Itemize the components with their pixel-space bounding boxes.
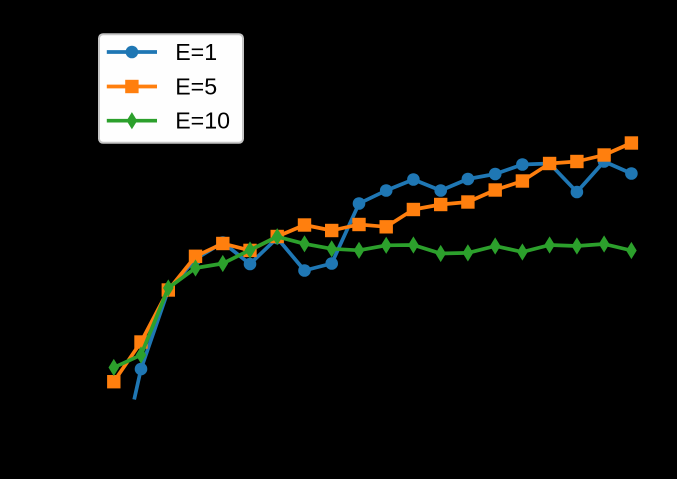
svg-text:E=1: E=1 [175,39,217,65]
svg-text:E=5: E=5 [175,74,217,100]
svg-text:E=10: E=10 [175,108,230,134]
